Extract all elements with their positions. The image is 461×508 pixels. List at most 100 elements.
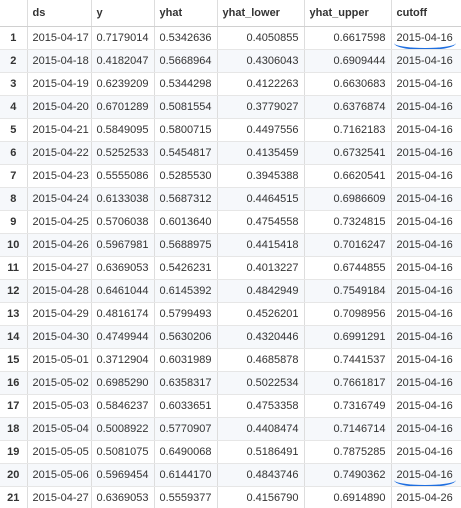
table-body: 1 2015-04-17 0.7179014 0.5342636 0.4050855 0.…	[0, 26, 461, 508]
row-index: 21	[0, 486, 28, 508]
cell-ds: 2015-04-22	[27, 141, 92, 165]
cell-ds: 2015-05-04	[27, 417, 92, 441]
table-row: 10 2015-04-26 0.5967981 0.5688975 0.4415418 0…	[0, 233, 461, 257]
table-row: 14 2015-04-30 0.4749944 0.5630206 0.4320446 0…	[0, 325, 461, 349]
row-index: 6	[0, 141, 28, 165]
cell-yhat: 0.6144170	[154, 463, 218, 487]
cell-y: 0.5555086	[91, 164, 155, 188]
table-row: 6 2015-04-22 0.5252533 0.5454817 0.4135459 0.…	[0, 141, 461, 165]
row-index: 18	[0, 417, 28, 441]
cell-cutoff: 2015-04-16	[391, 141, 461, 165]
cell-yhat: 0.5770907	[154, 417, 218, 441]
cell-yhat-lower: 0.4135459	[217, 141, 305, 165]
cell-y: 0.6133038	[91, 187, 155, 211]
table-row: 12 2015-04-28 0.6461044 0.6145392 0.4842949 0…	[0, 279, 461, 303]
cell-yhat-lower: 0.4685878	[217, 348, 305, 372]
cell-yhat-lower: 0.4754558	[217, 210, 305, 234]
column-header-cutoff[interactable]: cutoff	[391, 0, 461, 27]
cell-ds: 2015-04-25	[27, 210, 92, 234]
cell-yhat: 0.5081554	[154, 95, 218, 119]
table-row: 8 2015-04-24 0.6133038 0.5687312 0.4464515 0.…	[0, 187, 461, 211]
cell-yhat: 0.5630206	[154, 325, 218, 349]
cell-cutoff: 2015-04-16	[391, 233, 461, 257]
cell-yhat: 0.6145392	[154, 279, 218, 303]
column-header-yhat-lower[interactable]: yhat_lower	[217, 0, 305, 27]
cell-y: 0.6701289	[91, 95, 155, 119]
table-row: 7 2015-04-23 0.5555086 0.5285530 0.3945388 0.…	[0, 164, 461, 188]
cell-cutoff: 2015-04-16	[391, 26, 461, 50]
column-header-yhat[interactable]: yhat	[154, 0, 218, 27]
cell-ds: 2015-04-30	[27, 325, 92, 349]
cell-yhat: 0.5800715	[154, 118, 218, 142]
row-index: 3	[0, 72, 28, 96]
cell-yhat-upper: 0.6986609	[304, 187, 392, 211]
cell-yhat-upper: 0.6914890	[304, 486, 392, 508]
cell-yhat-upper: 0.7549184	[304, 279, 392, 303]
hand-drawn-underline	[393, 43, 456, 49]
cell-cutoff: 2015-04-16	[391, 463, 461, 487]
cell-yhat-upper: 0.7146714	[304, 417, 392, 441]
cell-yhat: 0.5342636	[154, 26, 218, 50]
cell-ds: 2015-05-05	[27, 440, 92, 464]
cell-cutoff: 2015-04-16	[391, 118, 461, 142]
cell-yhat-upper: 0.7162183	[304, 118, 392, 142]
row-index: 8	[0, 187, 28, 211]
cell-y: 0.4749944	[91, 325, 155, 349]
cell-cutoff: 2015-04-16	[391, 95, 461, 119]
cell-yhat-lower: 0.4843746	[217, 463, 305, 487]
cell-yhat-upper: 0.7324815	[304, 210, 392, 234]
cell-cutoff: 2015-04-16	[391, 279, 461, 303]
cell-y: 0.5967981	[91, 233, 155, 257]
column-header-yhat-upper[interactable]: yhat_upper	[304, 0, 392, 27]
cell-y: 0.5008922	[91, 417, 155, 441]
cell-cutoff: 2015-04-26	[391, 486, 461, 508]
table-header: ds y yhat yhat_lower yhat_upper cutoff	[0, 0, 461, 27]
cell-y: 0.6369053	[91, 486, 155, 508]
table-row: 19 2015-05-05 0.5081075 0.6490068 0.5186491 0…	[0, 440, 461, 464]
cell-ds: 2015-05-06	[27, 463, 92, 487]
table-row: 16 2015-05-02 0.6985290 0.6358317 0.5022534 0…	[0, 371, 461, 395]
cell-yhat-upper: 0.7016247	[304, 233, 392, 257]
table-row: 21 2015-04-27 0.6369053 0.5559377 0.4156790 0…	[0, 486, 461, 508]
cell-y: 0.3712904	[91, 348, 155, 372]
cell-cutoff: 2015-04-16	[391, 394, 461, 418]
table-row: 3 2015-04-19 0.6239209 0.5344298 0.4122263 0.…	[0, 72, 461, 96]
cell-yhat-upper: 0.6909444	[304, 49, 392, 73]
cell-yhat-lower: 0.4408474	[217, 417, 305, 441]
cell-yhat: 0.5344298	[154, 72, 218, 96]
table-row: 5 2015-04-21 0.5849095 0.5800715 0.4497556 0.…	[0, 118, 461, 142]
row-index: 13	[0, 302, 28, 326]
cell-cutoff: 2015-04-16	[391, 164, 461, 188]
cell-yhat: 0.5668964	[154, 49, 218, 73]
table-row: 18 2015-05-04 0.5008922 0.5770907 0.4408474 0…	[0, 417, 461, 441]
cell-cutoff: 2015-04-16	[391, 49, 461, 73]
cell-ds: 2015-04-27	[27, 256, 92, 280]
row-index: 14	[0, 325, 28, 349]
column-header-y[interactable]: y	[91, 0, 155, 27]
table-row: 1 2015-04-17 0.7179014 0.5342636 0.4050855 0.…	[0, 26, 461, 50]
cell-y: 0.6461044	[91, 279, 155, 303]
column-header-ds[interactable]: ds	[27, 0, 92, 27]
header-row-index	[0, 0, 28, 27]
row-index: 11	[0, 256, 28, 280]
cell-ds: 2015-05-02	[27, 371, 92, 395]
cell-yhat-upper: 0.7661817	[304, 371, 392, 395]
highlighted-cutoff: 2015-04-16	[393, 469, 456, 486]
row-index: 20	[0, 463, 28, 487]
cell-yhat-lower: 0.4497556	[217, 118, 305, 142]
cell-y: 0.5849095	[91, 118, 155, 142]
row-index: 9	[0, 210, 28, 234]
cell-y: 0.7179014	[91, 26, 155, 50]
cell-y: 0.6239209	[91, 72, 155, 96]
cell-yhat: 0.5285530	[154, 164, 218, 188]
cell-yhat-upper: 0.7316749	[304, 394, 392, 418]
cell-ds: 2015-04-29	[27, 302, 92, 326]
table-row: 11 2015-04-27 0.6369053 0.5426231 0.4013227 0…	[0, 256, 461, 280]
cell-yhat-lower: 0.5186491	[217, 440, 305, 464]
row-index: 12	[0, 279, 28, 303]
cell-yhat: 0.5454817	[154, 141, 218, 165]
table-row: 20 2015-05-06 0.5969454 0.6144170 0.4843746 0…	[0, 463, 461, 487]
cell-y: 0.5252533	[91, 141, 155, 165]
row-index: 2	[0, 49, 28, 73]
